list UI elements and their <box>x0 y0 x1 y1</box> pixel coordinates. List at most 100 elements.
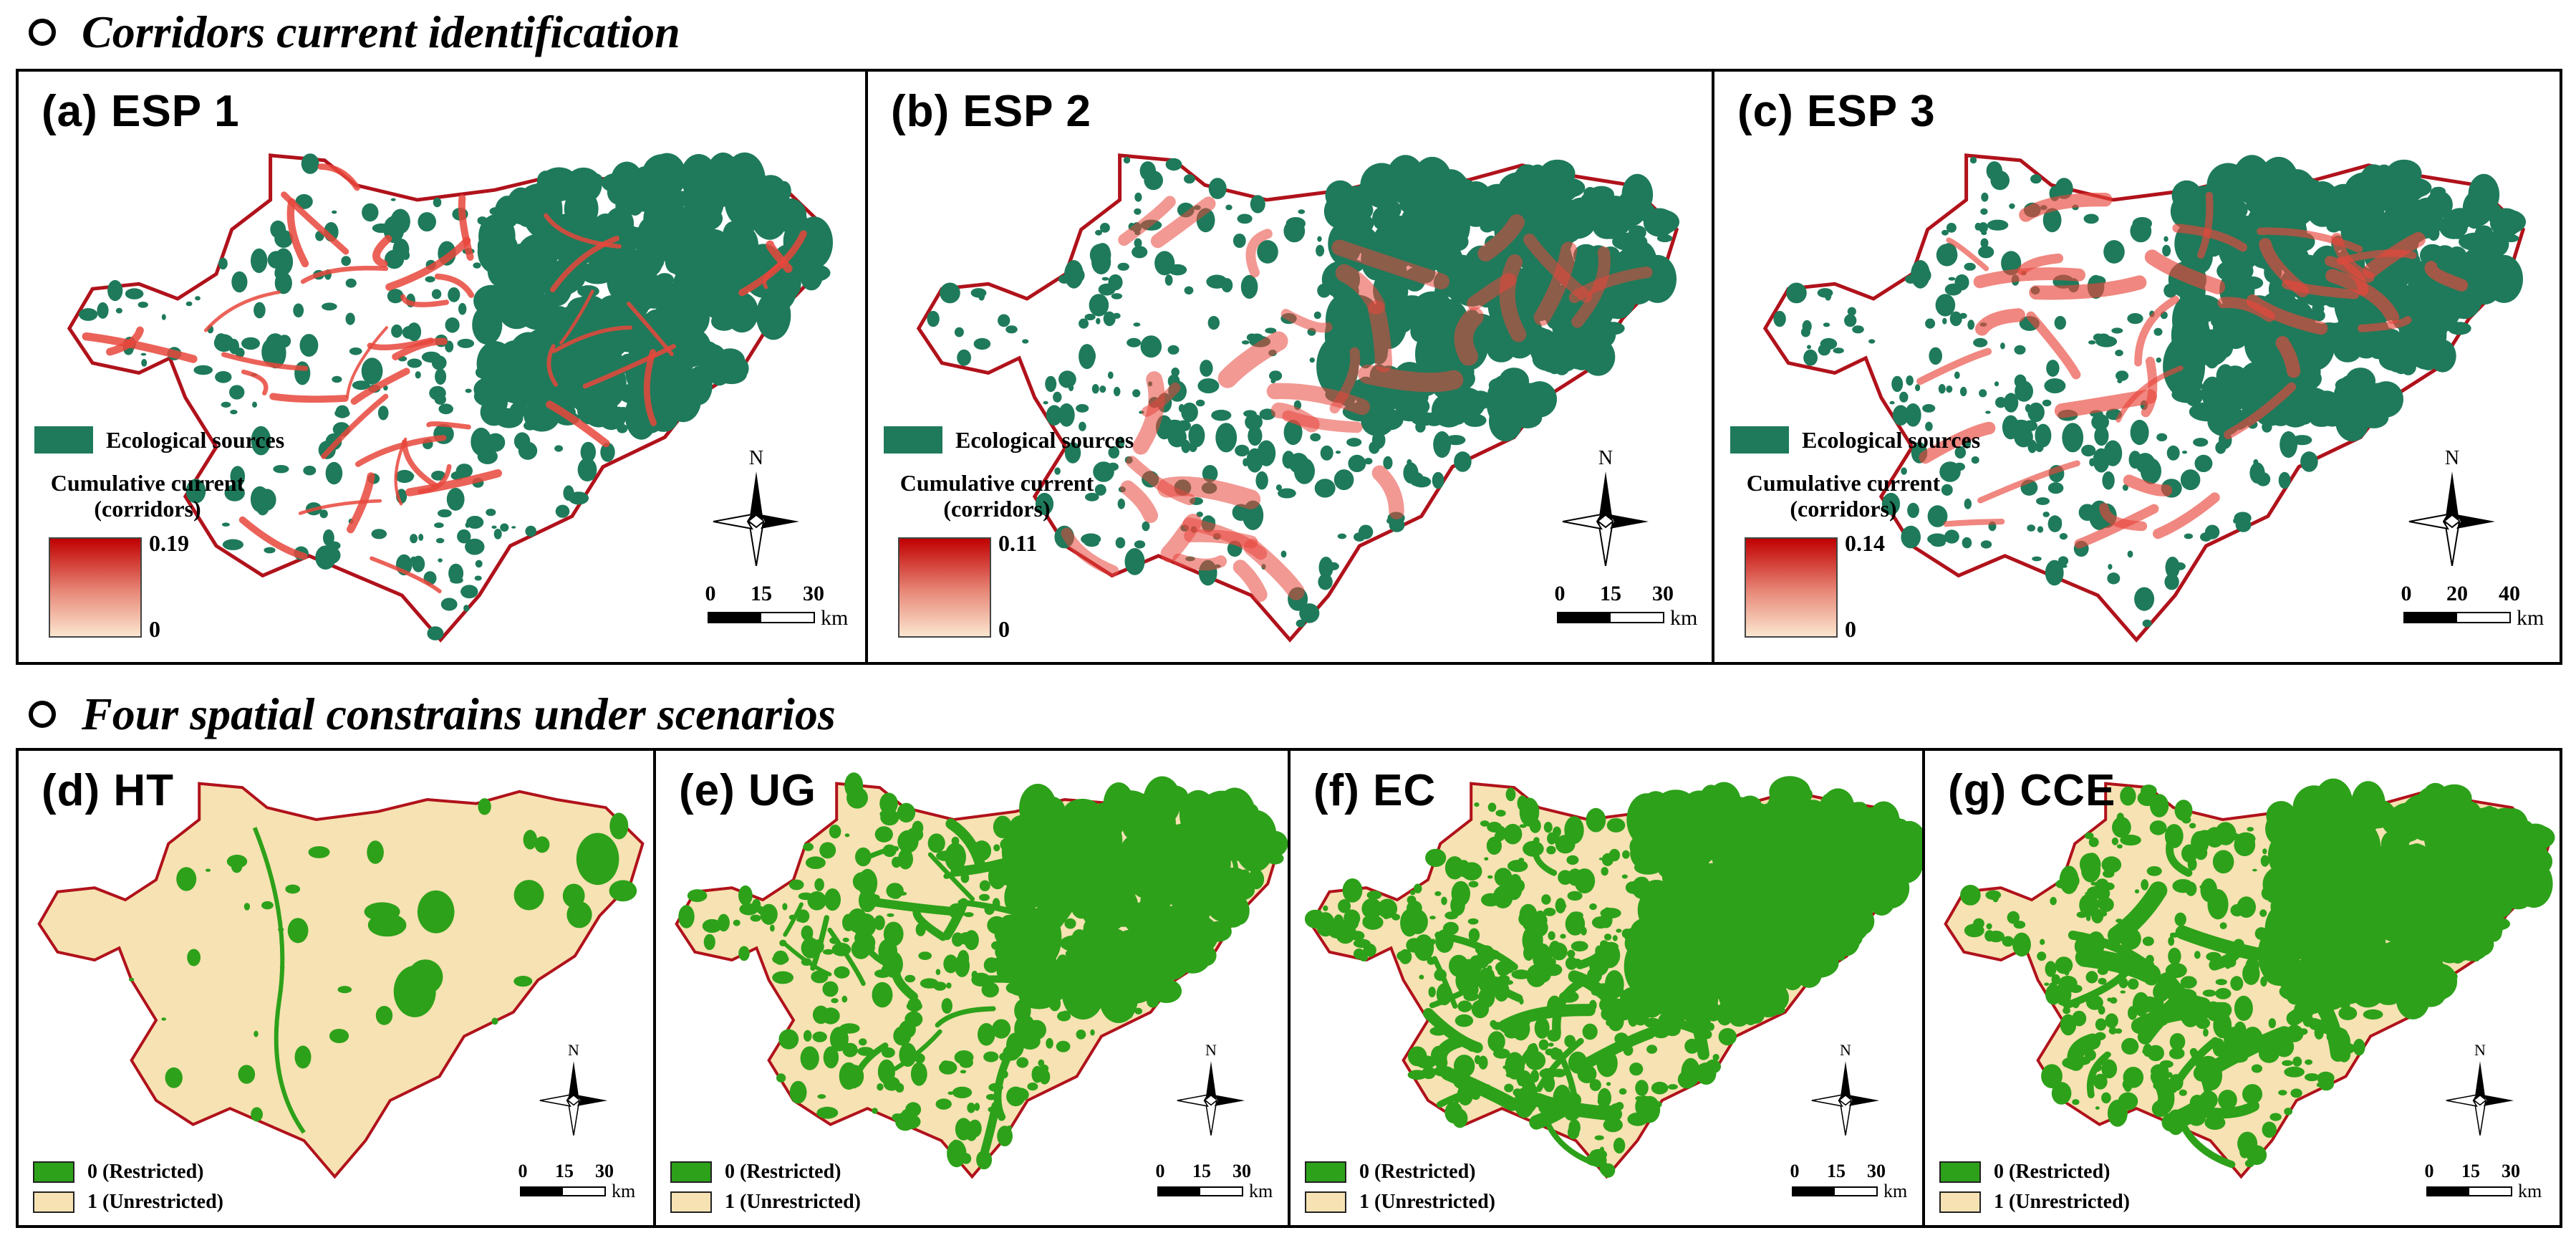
corridor-path <box>1056 944 1121 969</box>
restricted-area-layer <box>1960 778 2555 1169</box>
legend-unrestricted: 1 (Unrestricted) <box>33 1191 223 1214</box>
corridor-path <box>1467 272 1517 311</box>
legend-unrestricted: 1 (Unrestricted) <box>670 1191 861 1214</box>
corridor-path <box>1440 1067 1519 1111</box>
corridor-path <box>1851 807 1912 857</box>
corridor-path <box>1654 967 1736 1003</box>
corridor-path <box>546 400 610 448</box>
unrestricted-swatch <box>1939 1191 1981 1213</box>
corridor-path <box>1798 924 1845 961</box>
scale-unit: km <box>2517 606 2544 630</box>
scale-unit: km <box>821 606 849 630</box>
corridor-path <box>1136 820 1205 872</box>
corridor-path <box>2308 1018 2348 1041</box>
corridor-path <box>1270 402 1320 433</box>
corridor-path <box>974 975 1023 985</box>
corridor-path <box>238 516 308 560</box>
corridor-path <box>582 344 676 389</box>
corridor-path <box>2063 969 2130 1009</box>
restricted-area-layer <box>1304 776 1922 1178</box>
scale-tick-2: 30 <box>1652 582 1674 605</box>
corridor-path <box>1943 519 2005 527</box>
corridor-path <box>367 337 434 351</box>
corridor-path <box>549 235 619 293</box>
corridor-path <box>2432 923 2481 962</box>
ecological-sources-label: Ecological sources <box>1802 426 1981 453</box>
corridor-path <box>1422 1008 1483 1053</box>
restricted-label: 0 (Restricted) <box>87 1161 204 1183</box>
section-title-text: Four spatial constrains under scenarios <box>82 688 836 739</box>
corridor-path <box>203 290 281 332</box>
corridor-path <box>2161 1090 2218 1132</box>
corridor-path <box>2224 382 2297 440</box>
corridors-label: (corridors) <box>94 496 201 522</box>
corridor-path <box>372 234 392 268</box>
corridor-path <box>354 435 447 467</box>
corridor-path <box>1429 969 1495 1009</box>
corridor-path <box>2116 365 2184 423</box>
corridor-path <box>1765 908 1786 976</box>
corridor-path <box>1675 1019 1712 1040</box>
corridor-path <box>2282 279 2360 299</box>
esp-map <box>916 153 1679 643</box>
corridor-path <box>1065 941 1130 959</box>
corridors-layer <box>1061 196 1653 603</box>
corridor-path <box>1432 956 1458 1009</box>
legend-ecological-sources: Ecological sources <box>1730 426 1980 454</box>
scale-unit: km <box>612 1181 636 1201</box>
scale-tick-2: 30 <box>2502 1161 2520 1181</box>
corridor-path <box>82 332 198 363</box>
corridor-path <box>627 302 674 357</box>
corridor-path <box>1533 241 1578 326</box>
scale-tick-0: 0 <box>1554 582 1566 605</box>
corridor-path <box>2067 1033 2101 1071</box>
corridor-path <box>1331 239 1449 289</box>
north-label: N <box>1598 447 1613 469</box>
north-label: N <box>568 1041 579 1059</box>
unrestricted-label: 1 (Unrestricted) <box>725 1191 861 1213</box>
corridor-path <box>2019 192 2113 222</box>
north-label: N <box>1840 1041 1851 1059</box>
ecological-sources-label: Ecological sources <box>106 426 285 453</box>
corridor-path <box>1232 560 1268 603</box>
panel-esp1: (a) ESP 1 Ecological sources Cumulative … <box>19 72 865 662</box>
corridor-path <box>1477 213 1525 262</box>
corridor-path <box>2341 807 2359 840</box>
restricted-swatch <box>33 1161 74 1183</box>
corridor-path <box>418 464 452 494</box>
scale-unit: km <box>2518 1181 2542 1201</box>
corridor-path <box>1919 421 1996 464</box>
circle-bullet-icon <box>29 701 56 728</box>
corridor-path <box>546 344 558 387</box>
cumulative-current-label: Cumulative current <box>50 470 245 496</box>
corridor-path <box>2352 893 2393 937</box>
scale-unit: km <box>1670 606 1698 630</box>
corridor-path <box>221 352 309 371</box>
corridor-path <box>912 907 947 941</box>
corridor-path <box>783 942 832 977</box>
restricted-swatch <box>1939 1161 1981 1183</box>
corridor-path <box>1542 1113 1601 1168</box>
panel-esp3: (c) ESP 3 Ecological sources Cumulative … <box>1712 72 2560 662</box>
scale-tick-1: 15 <box>751 582 772 605</box>
corridor-path <box>2175 925 2262 961</box>
corridor-path <box>1230 822 1245 849</box>
corridor-path <box>544 213 622 249</box>
scale-tick-2: 30 <box>803 582 824 605</box>
circle-bullet-icon <box>29 19 56 46</box>
restricted-area-layer <box>678 772 1288 1170</box>
section-title-text: Corridors current identification <box>82 6 680 57</box>
scale-tick-1: 20 <box>2446 582 2468 605</box>
corridor-path <box>2099 503 2148 532</box>
corridor-path <box>1335 264 1386 315</box>
corridor-path <box>321 393 389 459</box>
corridor-path <box>1977 460 2080 504</box>
unrestricted-swatch <box>1305 1191 1346 1213</box>
esp-map <box>1762 153 2526 643</box>
corridor-path <box>1916 347 1992 385</box>
cumulative-current-title: Cumulative current (corridors) <box>1736 470 1951 522</box>
legend-unrestricted: 1 (Unrestricted) <box>1305 1191 1495 1214</box>
corridor-path <box>1184 529 1258 549</box>
north-arrow-icon: N <box>713 447 799 566</box>
corridor-path <box>269 393 349 403</box>
